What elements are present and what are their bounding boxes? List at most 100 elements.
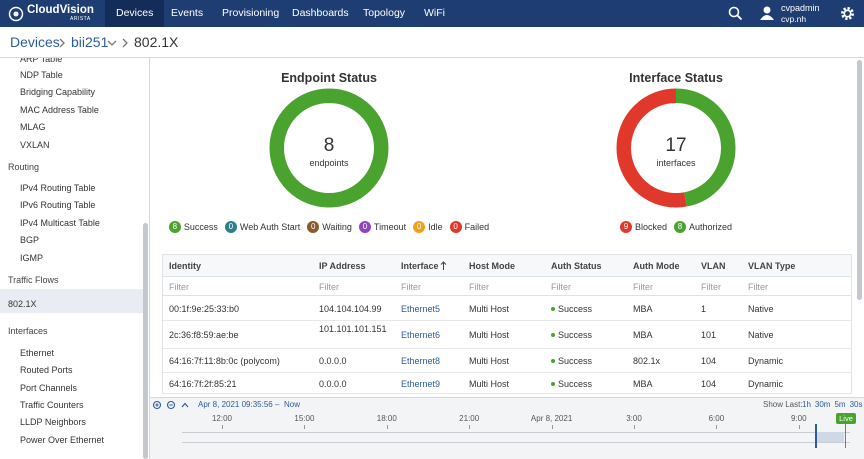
- nav-section[interactable]: Traffic Flows: [8, 275, 59, 285]
- crumb-link[interactable]: Devices: [10, 34, 60, 50]
- nav-link[interactable]: VXLAN: [20, 140, 50, 150]
- table-row[interactable]: [163, 349, 851, 373]
- table-row[interactable]: [163, 321, 851, 349]
- nav-link[interactable]: Ethernet: [20, 348, 55, 358]
- show-last-option[interactable]: 30s: [849, 400, 863, 409]
- sort-arrow-shape: [440, 261, 447, 270]
- column-header[interactable]: Identity: [169, 261, 202, 271]
- cell: 101: [701, 330, 717, 340]
- cell: 802.1x: [633, 356, 661, 366]
- legend-item[interactable]: 9 Blocked: [619, 221, 667, 233]
- filter-input[interactable]: Filter: [469, 282, 489, 292]
- show-last-options: 1h 30m 5m 30s: [802, 400, 863, 409]
- column-header[interactable]: Host Mode: [469, 261, 515, 271]
- timeline-selection[interactable]: [816, 432, 844, 442]
- legend-label: Success: [183, 222, 218, 232]
- live-button[interactable]: Live: [836, 413, 856, 424]
- column-header[interactable]: IP Address: [319, 261, 366, 271]
- legend-item[interactable]: 0 Web Auth Start: [224, 221, 300, 233]
- nav-link[interactable]: Port Channels: [20, 383, 78, 393]
- nav-link[interactable]: Power Over Ethernet: [20, 435, 105, 445]
- range-end[interactable]: Now: [284, 400, 301, 409]
- axis-tick: [304, 425, 306, 429]
- axis-tick: [469, 425, 471, 429]
- legend-badge: 8: [168, 221, 181, 233]
- cell: Multi Host: [469, 330, 510, 340]
- nav-link[interactable]: Routed Ports: [20, 365, 73, 375]
- column-header[interactable]: Auth Mode: [633, 261, 680, 271]
- nav-link[interactable]: BGP: [20, 235, 40, 245]
- legend-item[interactable]: 0 Failed: [449, 221, 489, 233]
- nav-link[interactable]: LLDP Neighbors: [20, 417, 86, 427]
- legend-item[interactable]: 0 Timeout: [358, 221, 406, 233]
- filter-input[interactable]: Filter: [169, 282, 189, 292]
- nav-link[interactable]: IPv4 Multicast Table: [20, 218, 100, 228]
- legend-item[interactable]: 8 Authorized: [674, 221, 732, 233]
- nav-item[interactable]: Events: [171, 7, 204, 19]
- nav-section[interactable]: Interfaces: [8, 326, 48, 336]
- search-icon[interactable]: [728, 6, 743, 21]
- nav-link[interactable]: Traffic Counters: [20, 400, 84, 410]
- filter-input[interactable]: Filter: [748, 282, 768, 292]
- nav-link[interactable]: MLAG: [20, 122, 46, 132]
- nav-item[interactable]: Provisioning: [222, 7, 280, 19]
- cell: Success: [558, 303, 593, 314]
- legend-item[interactable]: 0 Waiting: [307, 221, 352, 233]
- donut-unit: endpoints: [309, 158, 349, 168]
- column-header[interactable]: Auth Status: [551, 261, 602, 271]
- column-header[interactable]: Interface: [401, 261, 439, 271]
- nav-link[interactable]: Bridging Capability: [20, 87, 96, 97]
- filter-input[interactable]: Filter: [701, 282, 721, 292]
- main-panel: Endpoint Status 8 endpoints 8 Success 0 Web Au…: [151, 58, 864, 397]
- nav-link[interactable]: IPv4 Routing Table: [20, 183, 96, 193]
- axis-label: 21:00: [459, 414, 480, 423]
- nav-link[interactable]: MAC Address Table: [20, 105, 99, 115]
- nav-item[interactable]: Devices: [105, 0, 165, 27]
- nav-item[interactable]: Topology: [363, 7, 406, 19]
- interface-link[interactable]: Ethernet5: [401, 303, 441, 314]
- legend-badge: 8: [674, 221, 686, 233]
- show-last-option[interactable]: 1h: [802, 400, 811, 409]
- show-last-option[interactable]: 5m: [834, 400, 846, 409]
- nav-section[interactable]: Routing: [8, 162, 40, 172]
- cell: 104.104.104.99: [319, 303, 382, 314]
- timeline-handle[interactable]: [815, 424, 817, 448]
- user-name[interactable]: cvpadmin: [781, 3, 820, 13]
- nav-link[interactable]: IGMP: [20, 253, 44, 263]
- column-header[interactable]: VLAN Type: [748, 261, 796, 271]
- table-row[interactable]: [163, 373, 851, 394]
- interface-link[interactable]: Ethernet9: [401, 378, 441, 389]
- legend-item[interactable]: 8 Success: [168, 221, 218, 233]
- nav-item[interactable]: WiFi: [424, 7, 445, 19]
- interface-link[interactable]: Ethernet6: [401, 330, 441, 340]
- filter-input[interactable]: Filter: [319, 282, 339, 292]
- user-icon[interactable]: [760, 6, 774, 21]
- legend-badge: 0: [224, 221, 237, 233]
- nav-item[interactable]: Dashboards: [292, 7, 349, 19]
- nav-link-selected[interactable]: 802.1X: [8, 299, 37, 309]
- filter-input[interactable]: Filter: [551, 282, 571, 292]
- zoom-controls[interactable]: [152, 400, 194, 410]
- filter-input[interactable]: Filter: [401, 282, 421, 292]
- axis-label: 18:00: [376, 414, 397, 423]
- interface-link[interactable]: Ethernet8: [401, 356, 441, 366]
- filter-input[interactable]: Filter: [633, 282, 653, 292]
- selected-row: [0, 289, 143, 313]
- range-start[interactable]: Apr 8, 2021 09:35:56: [198, 400, 273, 409]
- legend-item[interactable]: 0 Idle: [413, 221, 443, 233]
- crumb-dropdown[interactable]: [107, 39, 117, 47]
- legend-badge: 0: [307, 221, 320, 233]
- cell: 104: [701, 378, 717, 389]
- scrollbar[interactable]: [143, 223, 148, 459]
- show-last-option[interactable]: 30m: [814, 400, 831, 409]
- nav-link[interactable]: ARP Table: [20, 58, 63, 64]
- nav-link[interactable]: IPv6 Routing Table: [20, 200, 96, 210]
- scrollbar[interactable]: [857, 60, 862, 300]
- nav-link[interactable]: NDP Table: [20, 70, 63, 80]
- table-row[interactable]: [163, 296, 851, 321]
- column-header[interactable]: VLAN: [701, 261, 726, 271]
- cell: 0.0.0.0: [319, 378, 347, 389]
- settings-icon[interactable]: [840, 6, 855, 21]
- donut-total: 8: [323, 135, 335, 156]
- crumb-link[interactable]: bii251: [71, 34, 109, 50]
